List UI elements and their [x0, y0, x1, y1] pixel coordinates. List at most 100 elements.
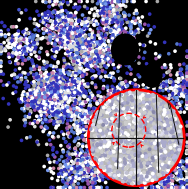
Point — [179, 72, 182, 75]
Point — [23, 93, 26, 96]
Point — [176, 73, 179, 76]
Point — [174, 177, 177, 180]
Point — [159, 174, 162, 177]
Point — [124, 140, 127, 143]
Point — [72, 183, 75, 186]
Point — [22, 90, 25, 93]
Point — [81, 143, 84, 146]
Point — [162, 144, 165, 147]
Point — [64, 45, 67, 48]
Point — [71, 104, 74, 107]
Point — [111, 85, 114, 88]
Point — [74, 152, 77, 155]
Point — [104, 55, 107, 58]
Point — [61, 108, 64, 111]
Point — [137, 62, 140, 65]
Point — [57, 109, 60, 112]
Point — [111, 94, 114, 97]
Point — [142, 147, 145, 150]
Point — [144, 114, 147, 117]
Point — [55, 50, 58, 53]
Point — [146, 131, 149, 134]
Point — [65, 96, 68, 99]
Point — [15, 33, 18, 36]
Point — [139, 118, 143, 121]
Point — [59, 85, 62, 88]
Point — [93, 55, 96, 58]
Point — [58, 112, 61, 115]
Point — [0, 71, 2, 74]
Point — [65, 24, 68, 27]
Point — [174, 84, 177, 87]
Point — [46, 106, 49, 109]
Point — [43, 105, 46, 108]
Point — [91, 158, 94, 161]
Point — [119, 56, 122, 59]
Point — [48, 81, 51, 84]
Point — [123, 151, 126, 154]
Point — [58, 21, 61, 24]
Point — [81, 168, 84, 171]
Point — [163, 108, 166, 112]
Point — [167, 89, 170, 92]
Point — [77, 159, 80, 162]
Point — [134, 171, 137, 174]
Point — [101, 14, 104, 17]
Point — [125, 38, 128, 41]
Point — [50, 78, 53, 81]
Point — [153, 100, 156, 103]
Point — [143, 44, 146, 47]
Point — [110, 92, 113, 95]
Point — [42, 84, 45, 87]
Point — [146, 132, 149, 135]
Point — [98, 40, 101, 43]
Point — [74, 52, 77, 55]
Point — [119, 42, 122, 45]
Point — [118, 116, 121, 119]
Point — [97, 135, 100, 138]
Point — [20, 78, 23, 81]
Point — [55, 28, 58, 31]
Point — [54, 82, 57, 85]
Point — [111, 88, 114, 91]
Point — [73, 80, 76, 83]
Point — [94, 181, 97, 184]
Point — [31, 37, 34, 40]
Point — [167, 176, 170, 179]
Point — [88, 96, 91, 99]
Point — [92, 52, 95, 55]
Point — [163, 63, 166, 66]
Point — [172, 186, 175, 189]
Point — [112, 29, 115, 33]
Point — [50, 92, 53, 95]
Point — [73, 90, 76, 93]
Point — [39, 118, 42, 121]
Point — [45, 84, 48, 87]
Point — [91, 94, 94, 97]
Point — [12, 48, 15, 51]
Point — [25, 33, 28, 36]
Point — [111, 100, 114, 103]
FancyArrowPatch shape — [105, 44, 118, 103]
Point — [40, 77, 43, 81]
Point — [90, 61, 93, 64]
Point — [178, 134, 181, 137]
Point — [72, 82, 75, 85]
Point — [181, 82, 184, 85]
Point — [85, 57, 88, 60]
Point — [83, 114, 86, 117]
Point — [134, 153, 137, 156]
Point — [81, 136, 84, 139]
Point — [78, 95, 81, 98]
Point — [16, 81, 19, 84]
Point — [105, 20, 108, 23]
Point — [47, 73, 50, 76]
Point — [46, 107, 49, 110]
Point — [128, 156, 131, 159]
Point — [177, 141, 180, 144]
Point — [56, 85, 59, 88]
Point — [83, 171, 86, 174]
Point — [173, 186, 176, 189]
Point — [20, 77, 23, 80]
Point — [158, 74, 161, 77]
